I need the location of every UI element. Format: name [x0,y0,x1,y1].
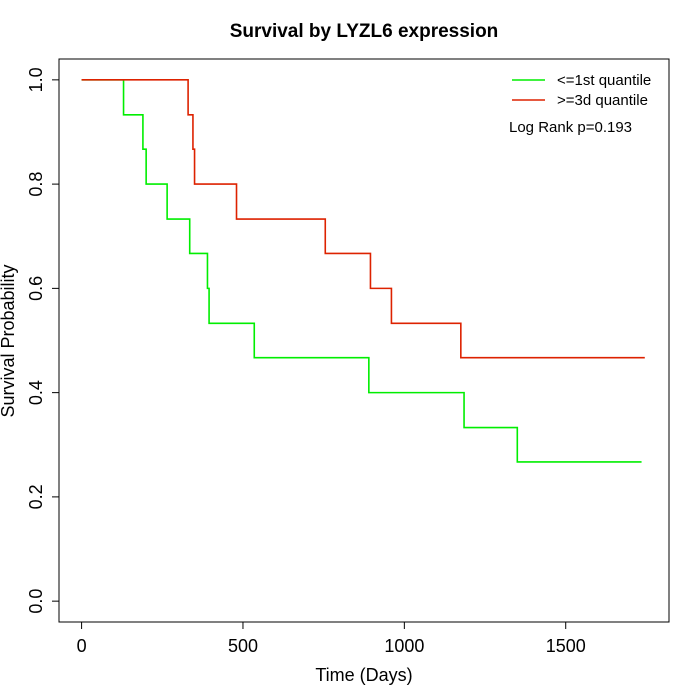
y-axis-label: Survival Probability [0,264,18,417]
y-tick-label: 0.4 [26,380,46,405]
plot-frame [58,58,670,623]
log-rank-annotation: Log Rank p=0.193 [509,119,632,136]
y-tick-label: 0.8 [26,172,46,197]
x-axis-label: Time (Days) [315,665,412,685]
legend-label-1: <=1st quantile [557,72,651,89]
x-axis: 0 500 1000 1500 [77,621,586,656]
x-tick-label: 1500 [546,636,586,656]
y-axis: 0.0 0.2 0.4 0.6 0.8 1.0 [26,67,60,614]
y-tick-label: 0.0 [26,589,46,614]
legend: <=1st quantile >=3d quantile [512,72,651,109]
x-tick-label: 0 [77,636,87,656]
y-tick-label: 0.2 [26,484,46,509]
legend-label-2: >=3d quantile [557,92,648,109]
x-tick-label: 500 [228,636,258,656]
y-tick-label: 0.6 [26,276,46,301]
chart-title: Survival by LYZL6 expression [230,21,499,42]
series-line-1 [81,79,642,463]
x-tick-label: 1000 [384,636,424,656]
series-layer [81,79,645,463]
series-line-2 [81,79,645,359]
y-tick-label: 1.0 [26,67,46,92]
